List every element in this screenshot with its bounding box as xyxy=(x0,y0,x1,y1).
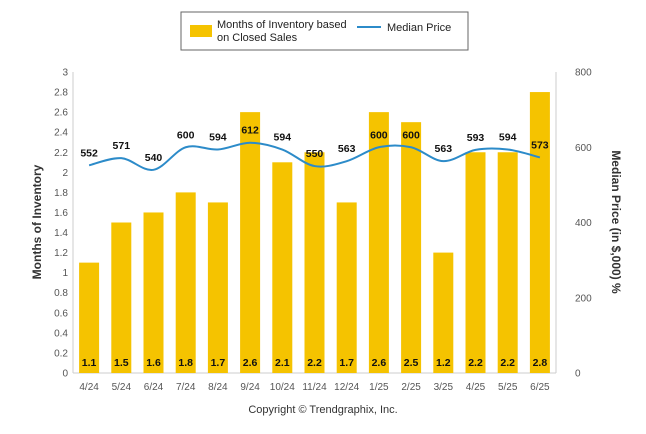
x-tick-label: 4/25 xyxy=(466,382,486,393)
median-price-label: 600 xyxy=(402,129,420,141)
bar xyxy=(465,152,486,373)
median-price-line xyxy=(88,141,541,171)
bar xyxy=(336,202,357,373)
bar-value-label: 2.2 xyxy=(468,357,483,369)
y-left-tick-label: 2.8 xyxy=(54,88,68,99)
x-tick-label: 12/24 xyxy=(334,382,359,393)
bar xyxy=(143,212,164,373)
copyright-text: Copyright © Trendgraphix, Inc. xyxy=(248,404,397,416)
y-left-tick-label: 1.6 xyxy=(54,208,68,219)
bar-value-label: 2.2 xyxy=(307,357,322,369)
y-left-ticks: 0 0.2 0.4 0.6 0.8 1 1.2 1.4 1.6 1.8 2 2.2 2.4 2.6 2.8 3 xyxy=(54,68,68,380)
median-price-label: 540 xyxy=(145,152,163,164)
bar-value-label: 2.8 xyxy=(533,357,548,369)
median-price-label: 550 xyxy=(306,148,324,160)
y-right-tick-label: 0 xyxy=(575,369,581,380)
y-left-tick-label: 0.6 xyxy=(54,308,68,319)
median-price-label: 594 xyxy=(274,132,292,144)
legend-bar-label-line2: on Closed Sales xyxy=(217,32,298,44)
bar xyxy=(240,112,261,373)
bar-value-label: 1.6 xyxy=(146,357,161,369)
bar-value-label: 1.7 xyxy=(339,357,354,369)
x-tick-label: 2/25 xyxy=(401,382,421,393)
bar-value-label: 2.6 xyxy=(243,357,258,369)
legend-bar-label-line1: Months of Inventory based xyxy=(217,19,347,31)
bar-value-label: 2.6 xyxy=(372,357,387,369)
median-price-label: 594 xyxy=(209,132,227,144)
y-left-tick-label: 2.6 xyxy=(54,108,68,119)
y-left-tick-label: 1.2 xyxy=(54,248,68,259)
x-tick-label: 5/25 xyxy=(498,382,518,393)
x-axis-ticks: 4/24 5/24 6/24 7/24 8/24 9/24 10/24 11/24 12/24 1… xyxy=(79,382,550,393)
median-price-label: 571 xyxy=(113,140,131,152)
y-right-axis-title: Median Price (in $,000) % xyxy=(609,150,623,294)
bar xyxy=(433,252,454,373)
legend-line-label: Median Price xyxy=(387,22,451,34)
bar-value-label: 2.5 xyxy=(404,357,419,369)
y-left-axis-title: Months of Inventory xyxy=(30,164,44,279)
x-tick-label: 8/24 xyxy=(208,382,228,393)
bars xyxy=(79,92,550,374)
y-left-tick-label: 0.8 xyxy=(54,288,68,299)
bar xyxy=(368,112,389,373)
bar-value-label: 1.5 xyxy=(114,357,129,369)
median-price-label: 593 xyxy=(467,132,485,144)
y-left-tick-label: 1.4 xyxy=(54,228,68,239)
bar-value-label: 1.8 xyxy=(178,357,193,369)
y-left-tick-label: 1.8 xyxy=(54,188,68,199)
bar-value-label: 2.1 xyxy=(275,357,290,369)
y-right-tick-label: 200 xyxy=(575,293,592,304)
x-tick-label: 3/25 xyxy=(434,382,454,393)
y-right-ticks: 0 200 400 600 800 xyxy=(575,68,592,380)
x-tick-label: 11/24 xyxy=(302,382,327,393)
median-price-label: 552 xyxy=(80,147,98,159)
bar xyxy=(401,122,422,374)
y-left-tick-label: 0.4 xyxy=(54,328,68,339)
x-tick-label: 6/24 xyxy=(144,382,164,393)
x-tick-label: 5/24 xyxy=(112,382,132,393)
bar xyxy=(175,192,196,373)
median-price-label: 594 xyxy=(499,132,517,144)
y-left-tick-label: 0 xyxy=(62,369,68,380)
bar-value-labels: 1.1 1.5 1.6 1.8 1.7 2.6 2.1 2.2 1.7 2.6 2.5 1.2 2.2 2… xyxy=(82,357,548,369)
x-tick-label: 1/25 xyxy=(369,382,389,393)
y-right-tick-label: 400 xyxy=(575,218,592,229)
y-left-tick-label: 2 xyxy=(62,168,68,179)
x-tick-label: 7/24 xyxy=(176,382,196,393)
bar xyxy=(207,202,228,373)
median-price-label: 600 xyxy=(177,129,195,141)
x-tick-label: 10/24 xyxy=(270,382,295,393)
bar xyxy=(111,222,132,373)
bar-value-label: 1.7 xyxy=(211,357,226,369)
median-price-label: 563 xyxy=(435,143,453,155)
bar xyxy=(79,262,100,373)
x-tick-label: 9/24 xyxy=(240,382,260,393)
bar xyxy=(272,162,293,373)
y-left-tick-label: 3 xyxy=(62,68,68,79)
median-price-label: 612 xyxy=(241,125,259,137)
bar-value-label: 1.2 xyxy=(436,357,451,369)
x-tick-label: 6/25 xyxy=(530,382,550,393)
y-left-tick-label: 1 xyxy=(62,268,68,279)
legend: Months of Inventory based on Closed Sale… xyxy=(180,11,469,51)
bar-value-label: 2.2 xyxy=(500,357,515,369)
y-right-tick-label: 600 xyxy=(575,143,592,154)
bar xyxy=(529,92,550,374)
legend-box xyxy=(180,11,469,51)
y-left-tick-label: 2.2 xyxy=(54,148,68,159)
bar-value-label: 1.1 xyxy=(82,357,97,369)
median-price-labels: 552 571 540 600 594 612 594 550 563 600 600 563 593 5… xyxy=(80,125,548,164)
median-price-label: 563 xyxy=(338,143,356,155)
bar xyxy=(304,152,325,373)
median-price-label: 573 xyxy=(531,139,549,151)
y-left-tick-label: 2.4 xyxy=(54,128,68,139)
x-tick-label: 4/24 xyxy=(79,382,99,393)
y-right-tick-label: 800 xyxy=(575,68,592,79)
median-price-label: 600 xyxy=(370,129,388,141)
y-left-tick-label: 0.2 xyxy=(54,348,68,359)
legend-bar-swatch xyxy=(190,25,212,37)
bar xyxy=(497,152,518,373)
